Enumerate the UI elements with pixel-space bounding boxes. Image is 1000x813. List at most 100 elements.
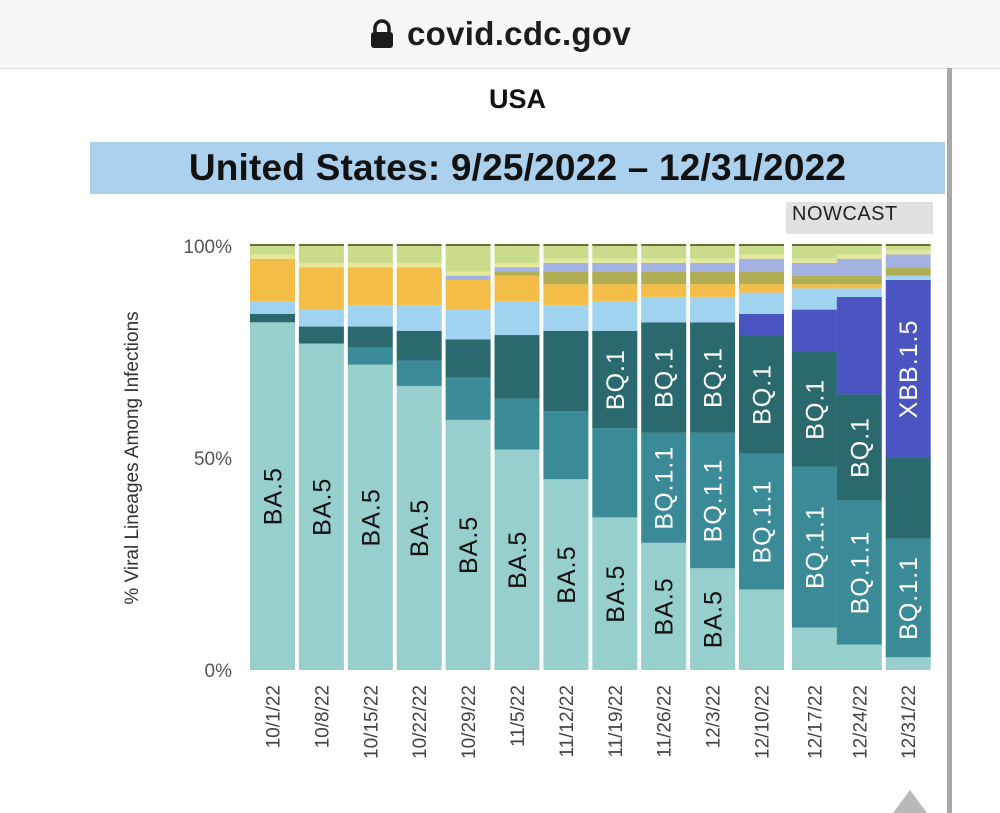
- segment-label-bq-1-1: BQ.1.1: [700, 458, 728, 542]
- segment-bq-1: [739, 335, 784, 454]
- segment-ba-5: [592, 517, 638, 670]
- bar-top-cap: [250, 244, 295, 246]
- segment-label-bq-1: BQ.1: [846, 417, 874, 478]
- segment-ba-5: [885, 657, 931, 670]
- x-tick-label: 10/29/22: [459, 685, 480, 759]
- segment-other-mixed-: [347, 246, 393, 263]
- segment-other-periwinkle-: [836, 258, 882, 276]
- segment-other-orange-: [690, 284, 736, 297]
- segment-ba-5: [250, 322, 295, 670]
- segment-other-orange-: [641, 284, 687, 297]
- segment-bq-1: [250, 313, 295, 323]
- segment-bq-1-1: [836, 500, 882, 645]
- segment-ba-5: [494, 449, 540, 670]
- segment-other-lime-: [739, 254, 784, 259]
- segment-other-periwinkle-: [445, 275, 491, 280]
- segment-bq-1-1: [739, 453, 784, 590]
- segment-label-ba-5: BA.5: [504, 531, 532, 589]
- segment-other-olive-: [592, 271, 638, 285]
- segment-ba-5: [791, 627, 837, 670]
- x-tick-label: 12/24/22: [850, 685, 871, 759]
- bar-10/22/22[interactable]: [396, 244, 442, 670]
- bar-top-cap: [641, 244, 687, 246]
- bar-12/10/22[interactable]: [739, 244, 784, 670]
- collapse-arrow-icon[interactable]: [893, 790, 927, 813]
- segment-other-periwinkle-: [641, 262, 687, 272]
- bar-12/17/22[interactable]: [791, 244, 837, 670]
- segment-other-lime-: [690, 258, 736, 263]
- segment-bq-1: [445, 339, 491, 378]
- x-tick-label: 10/22/22: [410, 685, 431, 759]
- segment-other-mixed-: [445, 246, 491, 272]
- segment-ba-5: [641, 542, 687, 670]
- segment-other-orange-: [445, 279, 491, 310]
- segment-other-lime-: [298, 262, 344, 268]
- segment-label-bq-1-1: BQ.1.1: [895, 556, 923, 640]
- segment-bq-1-1: [347, 347, 393, 365]
- segment-other-olive-: [836, 275, 882, 285]
- segment-xbb-1-5: [791, 309, 837, 352]
- bar-12/31/22[interactable]: [885, 244, 931, 670]
- bar-12/24/22[interactable]: [836, 244, 882, 670]
- segment-bq-1: [592, 330, 638, 429]
- segment-bq-1: [791, 352, 837, 467]
- segment-label-bq-1: BQ.1: [700, 347, 728, 408]
- bar-10/1/22[interactable]: [250, 244, 295, 670]
- segment-other-orange-: [739, 284, 784, 293]
- page-title: USA: [488, 84, 546, 114]
- segment-other-olive-: [791, 275, 837, 285]
- segment-bq-1-1: [592, 428, 638, 518]
- segment-bq-1-1: [396, 360, 442, 386]
- segment-other-lime-: [250, 254, 295, 259]
- segment-bq-1: [396, 330, 442, 361]
- bar-11/12/22[interactable]: [543, 244, 589, 670]
- segment-label-ba-5: BA.5: [357, 488, 385, 546]
- x-tick-label: 12/17/22: [805, 685, 826, 759]
- bar-top-cap: [543, 244, 589, 246]
- bar-10/15/22[interactable]: [347, 244, 393, 670]
- segment-label-bq-1: BQ.1: [651, 347, 679, 408]
- x-tick-label: 12/10/22: [753, 685, 774, 759]
- segment-other-periwinkle-: [791, 262, 837, 276]
- segment-other-olive-: [885, 267, 931, 276]
- segment-ba-5: [543, 479, 589, 670]
- segment-ba-5: [445, 419, 491, 670]
- segment-other-lime-: [641, 258, 687, 263]
- segment-other-light-blue-: [641, 296, 687, 323]
- bar-11/19/22[interactable]: [592, 244, 638, 670]
- bar-top-cap: [494, 244, 540, 246]
- bar-11/5/22[interactable]: [494, 244, 540, 670]
- bar-10/29/22[interactable]: [445, 244, 491, 670]
- segment-label-bq-1: BQ.1: [749, 364, 777, 425]
- segment-ba-5: [836, 644, 882, 670]
- segment-label-bq-1-1: BQ.1.1: [801, 505, 829, 589]
- segment-bq-1: [347, 326, 393, 348]
- segment-label-ba-5: BA.5: [700, 590, 728, 648]
- segment-bq-1-1: [641, 432, 687, 543]
- bar-11/26/22[interactable]: [641, 244, 687, 670]
- segment-other-periwinkle-: [494, 267, 540, 272]
- bar-10/8/22[interactable]: [298, 244, 344, 670]
- segment-other-orange-: [592, 284, 638, 302]
- segment-other-olive-: [739, 271, 784, 285]
- date-range-text: United States: 9/25/2022 – 12/31/2022: [188, 147, 847, 188]
- bar-top-cap: [445, 244, 491, 246]
- segment-other-lime-: [543, 258, 589, 263]
- segment-other-mixed-: [396, 246, 442, 263]
- x-tick-label: 11/26/22: [655, 685, 676, 758]
- segment-bq-1-1: [791, 466, 837, 628]
- address-bar[interactable]: covid.cdc.gov: [0, 0, 1000, 69]
- segment-bq-1-1: [494, 398, 540, 450]
- segment-ba-5: [298, 343, 344, 670]
- bar-12/3/22[interactable]: [690, 244, 736, 670]
- segment-other-periwinkle-: [592, 262, 638, 272]
- bar-top-cap: [592, 244, 638, 246]
- segment-label-ba-5: BA.5: [308, 478, 336, 536]
- x-tick-label: 10/1/22: [264, 685, 285, 748]
- x-tick-label: 11/12/22: [557, 685, 578, 758]
- segment-other-lime-: [791, 258, 837, 263]
- y-tick-label: 0%: [205, 661, 233, 682]
- segment-bq-1-1: [543, 411, 589, 480]
- x-tick-label: 12/31/22: [899, 685, 920, 759]
